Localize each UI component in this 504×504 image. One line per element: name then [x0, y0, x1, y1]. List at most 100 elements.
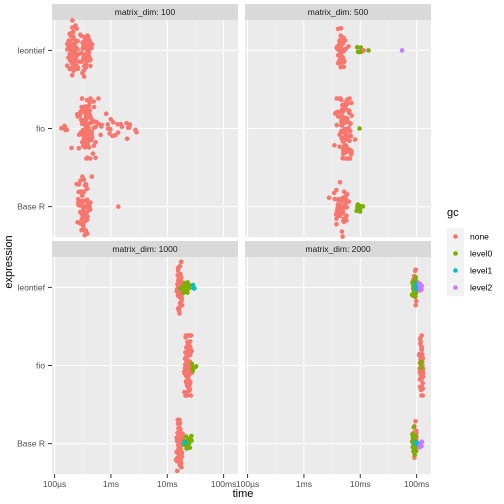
data-point — [84, 186, 90, 191]
data-point — [73, 45, 79, 50]
data-point — [84, 35, 90, 41]
data-point — [124, 120, 129, 126]
data-point — [341, 138, 347, 144]
data-point — [108, 116, 113, 122]
data-point — [344, 213, 349, 218]
legend-label: none — [470, 232, 489, 242]
data-point — [355, 204, 360, 209]
data-point — [80, 193, 85, 199]
data-point — [348, 148, 354, 153]
data-point — [334, 221, 339, 227]
data-point — [357, 49, 362, 55]
data-point — [419, 440, 424, 445]
data-point — [187, 339, 193, 344]
data-point — [91, 99, 96, 104]
data-point — [340, 151, 346, 156]
data-point — [338, 26, 344, 31]
data-point — [76, 189, 81, 195]
y-tick-label: Base R — [17, 202, 45, 212]
data-point — [71, 29, 76, 35]
data-point — [347, 138, 352, 144]
data-point — [113, 132, 118, 138]
data-point — [68, 57, 74, 63]
data-point — [414, 298, 419, 304]
data-point — [86, 145, 92, 150]
data-point — [71, 68, 76, 74]
data-point — [87, 100, 92, 105]
x-tick-label: 100ms — [211, 479, 237, 489]
data-point — [79, 33, 84, 38]
data-point — [419, 374, 424, 379]
data-point — [98, 132, 103, 138]
data-point — [64, 63, 70, 68]
data-point — [349, 113, 355, 118]
data-point — [176, 276, 181, 282]
data-point — [96, 96, 101, 101]
data-point — [412, 452, 418, 458]
strip-background — [245, 241, 431, 257]
data-point — [344, 192, 350, 197]
data-point — [85, 137, 90, 142]
data-point — [68, 40, 74, 46]
data-point — [348, 121, 353, 126]
legend-label: level0 — [470, 249, 492, 259]
data-point — [335, 202, 341, 207]
data-point — [419, 347, 424, 352]
data-point — [189, 348, 194, 354]
data-point — [339, 229, 345, 234]
data-point — [78, 109, 83, 114]
data-point — [85, 200, 90, 206]
data-point — [81, 105, 86, 110]
data-point — [189, 433, 194, 439]
data-point — [337, 144, 342, 150]
y-tick-label: fio — [36, 361, 45, 371]
data-point — [80, 212, 85, 218]
data-point — [88, 96, 93, 101]
data-point — [87, 207, 93, 212]
data-point — [341, 120, 346, 125]
data-point — [349, 100, 354, 106]
legend-marker — [453, 251, 458, 256]
legend-marker — [453, 285, 458, 290]
data-point — [68, 47, 74, 52]
data-point — [185, 290, 190, 295]
data-point — [410, 432, 415, 437]
data-point — [341, 189, 347, 194]
x-axis-title: time — [233, 488, 254, 500]
data-point — [86, 50, 92, 55]
data-point — [340, 108, 346, 113]
data-point — [341, 205, 347, 211]
data-point — [184, 345, 189, 350]
data-point — [366, 48, 371, 53]
data-point — [410, 280, 415, 285]
data-point — [413, 281, 419, 287]
legend-label: level2 — [470, 283, 492, 293]
legend-marker — [453, 234, 458, 239]
data-point — [69, 145, 74, 151]
data-point — [83, 140, 88, 146]
data-point — [186, 444, 192, 450]
data-point — [183, 333, 189, 338]
data-point — [419, 355, 425, 361]
data-point — [361, 48, 367, 53]
data-point — [68, 33, 73, 38]
facet-panel: matrix_dim: 500 — [245, 4, 431, 239]
legend-marker — [453, 268, 458, 273]
x-tick-label: 1ms — [296, 479, 312, 489]
data-point — [73, 57, 78, 62]
data-point — [79, 96, 85, 101]
y-tick-label: Base R — [17, 439, 45, 449]
strip-background — [245, 4, 431, 20]
data-point — [82, 228, 87, 233]
data-point — [346, 199, 352, 204]
data-point — [411, 424, 417, 430]
facet-panel: matrix_dim: 2000 — [245, 241, 431, 474]
data-point — [83, 204, 88, 210]
data-point — [412, 268, 418, 274]
data-point — [344, 149, 350, 154]
data-point — [342, 134, 348, 140]
data-point — [89, 174, 95, 179]
strip-background — [52, 4, 238, 20]
legend: gc none level0 level1 level2 — [447, 207, 492, 296]
strip-label: matrix_dim: 2000 — [305, 244, 370, 254]
